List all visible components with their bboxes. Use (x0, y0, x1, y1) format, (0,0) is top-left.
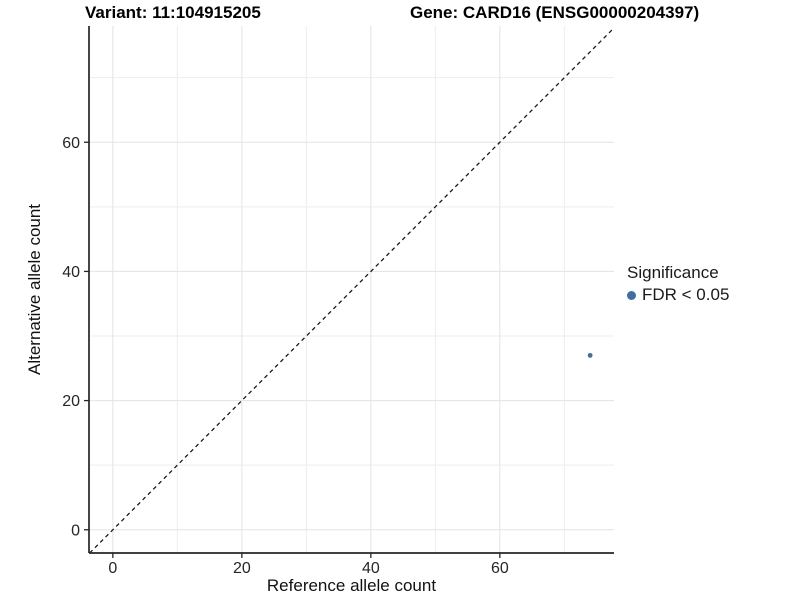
legend-item-fdr: FDR < 0.05 (627, 285, 729, 305)
plot-title-variant: Variant: 11:104915205 (85, 3, 261, 22)
y-tick-label: 40 (62, 264, 80, 281)
data-point (587, 352, 593, 358)
y-axis-title: Alternative allele count (25, 204, 44, 375)
y-tick-label: 60 (62, 135, 80, 152)
legend: Significance FDR < 0.05 (627, 263, 729, 305)
plot-title-gene: Gene: CARD16 (ENSG00000204397) (410, 3, 700, 22)
y-tick-label: 0 (71, 522, 80, 539)
x-tick-label: 0 (108, 560, 117, 577)
legend-item-label: FDR < 0.05 (642, 285, 730, 304)
legend-title: Significance (627, 263, 719, 282)
x-axis-title: Reference allele count (267, 576, 436, 595)
legend-point-icon (627, 290, 636, 300)
identity-dashed-line (89, 27, 615, 554)
x-tick-label: 60 (491, 560, 509, 577)
x-tick-label: 40 (362, 560, 380, 577)
x-tick-label: 20 (233, 560, 251, 577)
y-tick-label: 20 (62, 393, 80, 410)
